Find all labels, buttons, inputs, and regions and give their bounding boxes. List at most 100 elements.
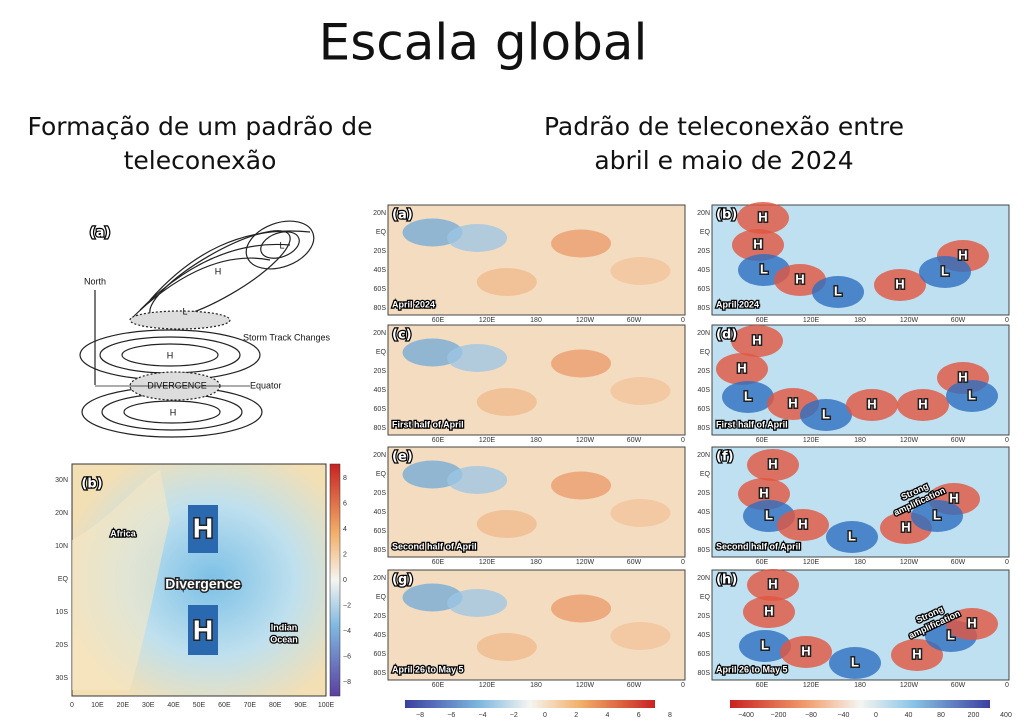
lon-tick: 180 [854, 317, 866, 324]
marker: H [949, 490, 958, 505]
anomaly [610, 499, 671, 527]
lat-tick: 20S [374, 248, 387, 255]
marker: H [901, 519, 910, 534]
lon-tick: 60E [432, 559, 445, 566]
annotation: Storm Track Changes [243, 332, 331, 342]
lon-tick: 180 [530, 437, 542, 444]
lon-tick: 180 [854, 559, 866, 566]
lat-tick: 40S [374, 267, 387, 274]
h-symbol [188, 505, 218, 553]
panel-caption: Second half of April [392, 541, 477, 551]
lon-tick: 120E [479, 437, 496, 444]
anomaly [610, 377, 671, 405]
marker: H [798, 516, 807, 531]
lon-tick: 120W [576, 682, 595, 689]
anomaly [447, 589, 508, 617]
lat-tick: 80S [698, 305, 711, 312]
colorbar-tick: 400 [1000, 712, 1012, 719]
panel-caption: Second half of April [716, 541, 801, 551]
lat-tick: 40S [698, 632, 711, 639]
colorbar-tick: −2 [343, 602, 351, 609]
lon-tick: 0 [1005, 682, 1009, 689]
lon-tick: 90E [294, 702, 307, 709]
lon-tick: 60W [951, 682, 966, 689]
lon-tick: 180 [854, 437, 866, 444]
lon-tick: 0 [681, 559, 685, 566]
panel-caption: April 26 to May 5 [392, 664, 464, 674]
marker: H [788, 395, 797, 410]
panel-label: (f) [716, 450, 734, 465]
anomaly [447, 344, 508, 372]
lat-tick: 20N [697, 210, 710, 217]
anomaly [476, 268, 537, 296]
anomaly [897, 389, 949, 421]
marker: H [895, 276, 904, 291]
lon-tick: 0 [70, 702, 74, 709]
lon-tick: 0 [1005, 437, 1009, 444]
lat-tick: EQ [376, 349, 387, 356]
lon-tick: 180 [530, 682, 542, 689]
lat-tick: 40S [698, 387, 711, 394]
lon-tick: 60E [432, 682, 445, 689]
lon-tick: 120E [479, 559, 496, 566]
colorbar-tick: −400 [738, 712, 754, 719]
colorbar-tick: 80 [937, 712, 945, 719]
panel-caption: April 26 to May 5 [716, 664, 788, 674]
anomaly [747, 449, 799, 481]
marker: H [768, 456, 777, 471]
colorbar [329, 463, 341, 697]
panel-label: (e) [392, 450, 413, 465]
anomaly [846, 389, 898, 421]
marker: L [822, 406, 830, 421]
lat-tick: 60S [374, 651, 387, 658]
panel-label: (b) [716, 208, 737, 223]
colorbar-tick: −4 [479, 712, 487, 719]
lon-tick: 120E [803, 317, 820, 324]
lon-tick: 120W [576, 559, 595, 566]
lon-tick: 180 [530, 317, 542, 324]
anomaly [476, 633, 537, 661]
marker: H [167, 350, 174, 360]
anomaly [812, 276, 864, 308]
colorbar-tick: 0 [543, 712, 547, 719]
colorbar-tick: 6 [637, 712, 641, 719]
lat-tick: 30S [56, 675, 69, 682]
lon-tick: 0 [1005, 317, 1009, 324]
schematic [79, 220, 315, 438]
marker: H [918, 396, 927, 411]
marker: L [848, 528, 856, 543]
anomaly [826, 521, 878, 553]
lat-tick: 20N [55, 510, 68, 517]
marker: L [968, 387, 976, 402]
lat-tick: 40S [698, 267, 711, 274]
marker: H [759, 485, 768, 500]
region-label: Ocean [270, 634, 298, 644]
lat-tick: 40S [698, 509, 711, 516]
lat-tick: EQ [700, 594, 711, 601]
lon-tick: 0 [681, 682, 685, 689]
anomaly [780, 636, 832, 668]
lat-tick: 60S [374, 528, 387, 535]
lat-tick: 60S [698, 406, 711, 413]
marker: L [744, 388, 752, 403]
marker: L [765, 507, 773, 522]
lat-tick: 10S [56, 609, 69, 616]
lon-tick: 0 [1005, 559, 1009, 566]
colorbar-tick: 200 [968, 712, 980, 719]
colorbar-tick: −200 [771, 712, 787, 719]
lon-tick: 70E [244, 702, 257, 709]
panel-caption: April 2024 [716, 299, 759, 309]
colorbar-tick: 2 [343, 551, 347, 558]
lat-tick: 20S [698, 490, 711, 497]
marker: L [851, 654, 859, 669]
lat-tick: 20S [698, 613, 711, 620]
marker: H [753, 236, 762, 251]
marker: H [193, 512, 213, 543]
annotation: Divergence [165, 576, 241, 592]
lat-tick: EQ [376, 229, 387, 236]
lon-tick: 60W [627, 682, 642, 689]
slide-title: Escala global [319, 14, 648, 72]
left-heading: Formação de um padrão de [27, 112, 372, 141]
lon-tick: 120E [803, 559, 820, 566]
lon-tick: 40E [167, 702, 180, 709]
